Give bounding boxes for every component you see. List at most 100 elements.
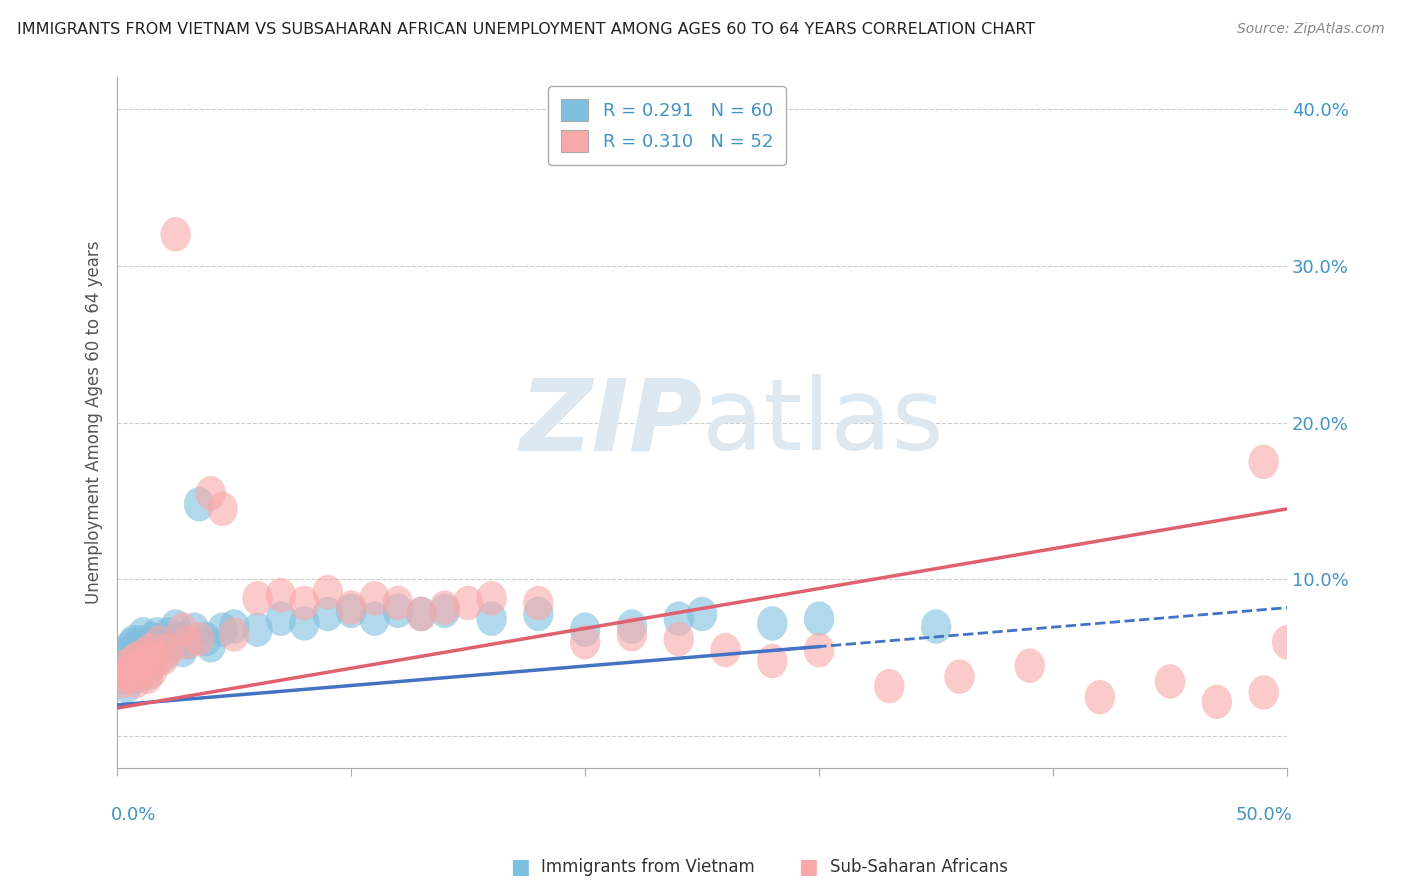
Ellipse shape — [153, 632, 184, 667]
Text: Immigrants from Vietnam: Immigrants from Vietnam — [541, 858, 755, 876]
Ellipse shape — [406, 597, 437, 632]
Ellipse shape — [121, 659, 150, 694]
Ellipse shape — [569, 625, 600, 659]
Ellipse shape — [160, 609, 191, 644]
Ellipse shape — [1249, 444, 1279, 479]
Ellipse shape — [207, 613, 238, 647]
Ellipse shape — [114, 657, 143, 690]
Ellipse shape — [142, 617, 172, 652]
Ellipse shape — [111, 648, 142, 683]
Text: Source: ZipAtlas.com: Source: ZipAtlas.com — [1237, 22, 1385, 37]
Ellipse shape — [124, 632, 153, 667]
Ellipse shape — [131, 638, 160, 672]
Ellipse shape — [117, 628, 146, 663]
Ellipse shape — [118, 644, 149, 678]
Ellipse shape — [804, 632, 834, 667]
Ellipse shape — [756, 644, 787, 678]
Ellipse shape — [136, 653, 167, 688]
Ellipse shape — [146, 625, 177, 659]
Ellipse shape — [453, 586, 484, 620]
Ellipse shape — [110, 657, 139, 690]
Ellipse shape — [131, 628, 160, 663]
Text: IMMIGRANTS FROM VIETNAM VS SUBSAHARAN AFRICAN UNEMPLOYMENT AMONG AGES 60 TO 64 Y: IMMIGRANTS FROM VIETNAM VS SUBSAHARAN AF… — [17, 22, 1035, 37]
Ellipse shape — [569, 613, 600, 647]
Ellipse shape — [360, 601, 389, 636]
Ellipse shape — [219, 609, 249, 644]
Ellipse shape — [1015, 648, 1045, 683]
Ellipse shape — [107, 665, 136, 698]
Ellipse shape — [290, 607, 319, 640]
Ellipse shape — [266, 601, 297, 636]
Ellipse shape — [131, 648, 160, 683]
Ellipse shape — [143, 632, 174, 667]
Ellipse shape — [172, 625, 202, 659]
Ellipse shape — [143, 625, 174, 659]
Ellipse shape — [128, 648, 157, 683]
Ellipse shape — [207, 491, 238, 526]
Ellipse shape — [1202, 684, 1232, 719]
Ellipse shape — [1272, 625, 1302, 659]
Ellipse shape — [921, 609, 952, 644]
Ellipse shape — [710, 632, 741, 667]
Ellipse shape — [688, 597, 717, 632]
Ellipse shape — [1084, 680, 1115, 714]
Ellipse shape — [132, 657, 163, 690]
Ellipse shape — [406, 597, 437, 632]
Ellipse shape — [167, 632, 198, 667]
Ellipse shape — [118, 625, 149, 659]
Ellipse shape — [139, 628, 170, 663]
Text: Sub-Saharan Africans: Sub-Saharan Africans — [830, 858, 1008, 876]
Ellipse shape — [477, 581, 506, 615]
Ellipse shape — [266, 578, 297, 613]
Text: ZIP: ZIP — [519, 374, 702, 471]
Ellipse shape — [114, 659, 143, 694]
Ellipse shape — [875, 669, 904, 704]
Ellipse shape — [184, 487, 214, 522]
Ellipse shape — [195, 476, 226, 510]
Ellipse shape — [664, 622, 695, 657]
Ellipse shape — [360, 581, 389, 615]
Ellipse shape — [125, 657, 156, 690]
Text: atlas: atlas — [702, 374, 943, 471]
Ellipse shape — [523, 586, 554, 620]
Ellipse shape — [132, 659, 163, 694]
Ellipse shape — [756, 607, 787, 640]
Ellipse shape — [135, 640, 165, 675]
Ellipse shape — [111, 640, 142, 675]
Ellipse shape — [336, 593, 367, 628]
Ellipse shape — [1249, 675, 1279, 710]
Ellipse shape — [290, 586, 319, 620]
Ellipse shape — [172, 625, 202, 659]
Ellipse shape — [142, 644, 172, 678]
Ellipse shape — [121, 665, 150, 698]
Ellipse shape — [184, 622, 214, 657]
Ellipse shape — [153, 617, 184, 652]
Ellipse shape — [121, 638, 150, 672]
Y-axis label: Unemployment Among Ages 60 to 64 years: Unemployment Among Ages 60 to 64 years — [86, 241, 103, 604]
Ellipse shape — [107, 659, 136, 694]
Ellipse shape — [117, 653, 146, 688]
Ellipse shape — [336, 591, 367, 625]
Ellipse shape — [804, 601, 834, 636]
Ellipse shape — [219, 617, 249, 652]
Text: ■: ■ — [799, 857, 818, 877]
Ellipse shape — [165, 622, 195, 657]
Ellipse shape — [382, 586, 413, 620]
Ellipse shape — [114, 632, 143, 667]
Ellipse shape — [128, 617, 157, 652]
Ellipse shape — [430, 593, 460, 628]
Ellipse shape — [149, 640, 179, 675]
Ellipse shape — [617, 609, 647, 644]
Legend: R = 0.291   N = 60, R = 0.310   N = 52: R = 0.291 N = 60, R = 0.310 N = 52 — [548, 87, 786, 165]
Ellipse shape — [167, 613, 198, 647]
Text: 50.0%: 50.0% — [1236, 805, 1294, 823]
Ellipse shape — [160, 217, 191, 252]
Ellipse shape — [149, 638, 179, 672]
Ellipse shape — [617, 617, 647, 652]
Ellipse shape — [132, 632, 163, 667]
Ellipse shape — [135, 632, 165, 667]
Ellipse shape — [110, 653, 139, 688]
Ellipse shape — [117, 644, 146, 678]
Ellipse shape — [156, 628, 186, 663]
Ellipse shape — [945, 659, 974, 694]
